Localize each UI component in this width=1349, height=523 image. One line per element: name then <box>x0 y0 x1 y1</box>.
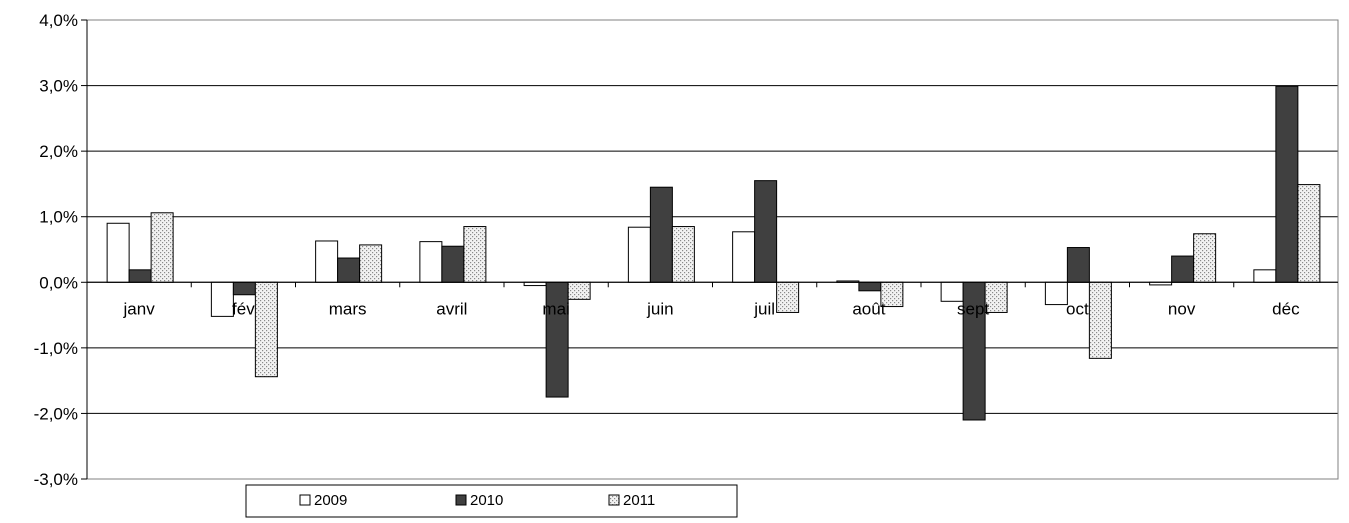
bar-2010-juil <box>754 180 778 283</box>
category-label: juil <box>753 299 775 318</box>
y-axis: 4,0% 3,0% 2,0% 1,0% 0,0% -1,0% -2,0% -3,0% <box>34 11 88 489</box>
category-label: juin <box>646 299 673 318</box>
bar-2010-août <box>858 281 882 292</box>
bar-2011-avril <box>463 226 487 283</box>
bar-2011-juin <box>671 226 695 283</box>
legend-swatch-2010 <box>455 494 467 506</box>
bar-2009-avril <box>419 241 443 283</box>
bar-2010-oct <box>1066 247 1090 283</box>
bar-2010-avril <box>441 245 465 283</box>
y-tick-label: 4,0% <box>39 11 78 30</box>
y-tick-label: 1,0% <box>39 208 78 227</box>
x-axis-labels: janv fév mars avril mai juin juil août sept oct no… <box>123 299 1301 318</box>
y-tick-label: -1,0% <box>34 339 78 358</box>
bars <box>87 85 1338 421</box>
y-tick-label: -3,0% <box>34 470 78 489</box>
bar-2011-janv <box>150 212 174 283</box>
legend-box <box>245 484 738 518</box>
bar-2010-juin <box>649 186 673 283</box>
y-tick-label: -2,0% <box>34 404 78 423</box>
bar-2011-mai <box>567 281 591 300</box>
category-label: sept <box>957 299 989 318</box>
category-label: janv <box>123 299 156 318</box>
gridlines <box>87 19 1338 480</box>
category-label: mai <box>542 299 569 318</box>
legend-label: 2009 <box>314 492 347 509</box>
bar-2010-mars <box>337 257 361 283</box>
bar-2009-oct <box>1044 281 1068 306</box>
y-tick-label: 0,0% <box>39 273 78 292</box>
bar-2009-fév <box>210 281 234 317</box>
y-tick-label: 2,0% <box>39 142 78 161</box>
bar-2009-juin <box>627 226 651 283</box>
bar-2010-janv <box>128 269 152 283</box>
bar-2010-déc <box>1275 85 1299 283</box>
category-label: déc <box>1272 299 1300 318</box>
bar-2011-juil <box>776 281 800 313</box>
legend-label: 2011 <box>623 492 655 509</box>
legend-swatch-2011 <box>608 494 620 506</box>
bar-2010-nov <box>1171 255 1195 283</box>
category-label: oct <box>1066 299 1089 318</box>
legend: 2009 2010 2011 <box>245 484 738 518</box>
bar-2010-fév <box>232 281 256 296</box>
bar-2009-mars <box>315 240 339 283</box>
bar-2011-oct <box>1088 281 1112 359</box>
category-label: nov <box>1168 299 1196 318</box>
bar-2009-janv <box>106 222 130 283</box>
legend-label: 2010 <box>470 492 503 509</box>
category-label: fév <box>232 299 255 318</box>
category-label: août <box>852 299 885 318</box>
bar-2011-mars <box>359 244 383 283</box>
plot-area <box>86 19 1339 480</box>
bar-2011-déc <box>1297 184 1321 283</box>
bar-2009-déc <box>1253 269 1277 283</box>
legend-swatch-2009 <box>299 494 311 506</box>
y-tick-label: 3,0% <box>39 77 78 96</box>
bar-2011-fév <box>254 281 278 378</box>
bar-2011-nov <box>1193 233 1217 283</box>
category-label: mars <box>329 299 367 318</box>
bar-2009-juil <box>732 231 756 283</box>
category-label: avril <box>436 299 467 318</box>
